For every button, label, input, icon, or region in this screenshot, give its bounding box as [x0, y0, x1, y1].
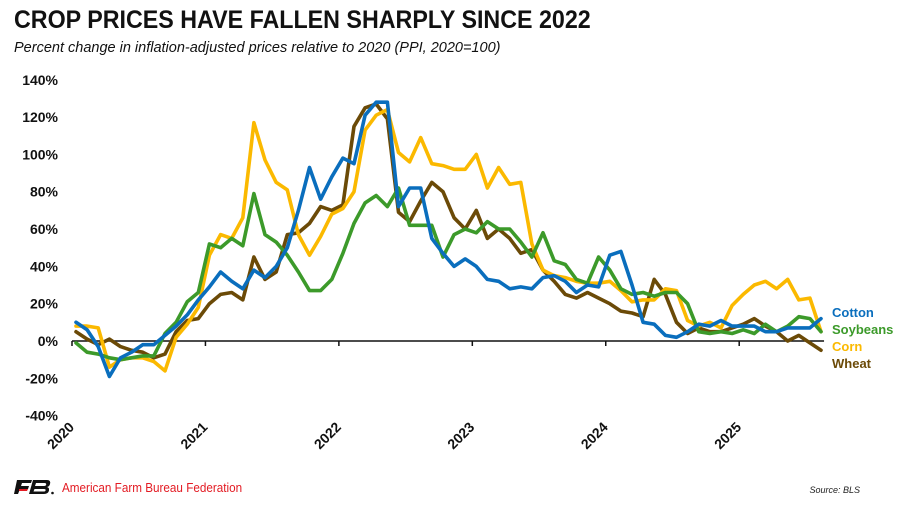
x-tick-label: 2022 — [311, 419, 344, 452]
chart-subtitle: Percent change in inflation-adjusted pri… — [14, 40, 501, 56]
legend-label-wheat: Wheat — [832, 356, 872, 371]
y-tick-label: -40% — [25, 408, 58, 424]
source-note: Source: BLS — [809, 485, 860, 495]
series-labels: Cotton Soybeans Corn Wheat — [832, 305, 893, 371]
legend-label-soybeans: Soybeans — [832, 322, 893, 337]
series-lines — [74, 100, 823, 379]
legend-label-cotton: Cotton — [832, 305, 874, 320]
y-tick-label: 100% — [22, 146, 58, 162]
x-axis-labels: 2020 2021 2022 2023 2024 2025 — [44, 419, 745, 452]
x-tick-label: 2024 — [578, 419, 611, 452]
y-tick-label: 20% — [30, 296, 59, 312]
y-tick-label: -20% — [25, 370, 58, 386]
organization-name: American Farm Bureau Federation — [62, 480, 243, 495]
chart-title: CROP PRICES HAVE FALLEN SHARPLY SINCE 20… — [14, 6, 591, 34]
y-tick-label: 0% — [38, 333, 59, 349]
y-tick-label: 120% — [22, 109, 58, 125]
x-tick-label: 2025 — [711, 419, 744, 452]
series-line-cotton — [74, 100, 823, 379]
x-tick-label: 2020 — [44, 419, 77, 452]
y-tick-label: 60% — [30, 221, 59, 237]
series-line-soybeans — [74, 186, 823, 362]
y-tick-label: 40% — [30, 258, 59, 274]
series-line-wheat — [74, 102, 823, 360]
legend-label-corn: Corn — [832, 339, 862, 354]
x-tick-label: 2021 — [177, 419, 210, 452]
y-tick-label: 140% — [22, 72, 58, 88]
y-tick-label: 80% — [30, 184, 59, 200]
x-axis — [71, 340, 825, 346]
x-tick-label: 2023 — [444, 419, 477, 452]
afbf-logo-icon — [14, 480, 54, 495]
y-axis-labels: 140% 120% 100% 80% 60% 40% 20% 0% -20% -40% — [22, 72, 58, 424]
